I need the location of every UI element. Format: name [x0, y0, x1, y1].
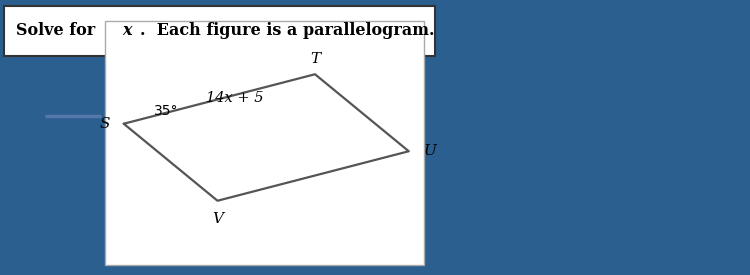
Text: V: V — [212, 212, 223, 225]
Text: S: S — [100, 117, 110, 131]
Text: 14x + 5: 14x + 5 — [206, 91, 264, 104]
Text: T: T — [310, 52, 320, 66]
Text: 35°: 35° — [154, 104, 178, 118]
Text: Solve for: Solve for — [16, 22, 101, 39]
Text: .  Each figure is a parallelogram.: . Each figure is a parallelogram. — [140, 22, 434, 39]
FancyBboxPatch shape — [105, 21, 424, 265]
FancyBboxPatch shape — [4, 6, 435, 56]
Text: U: U — [423, 144, 436, 158]
Text: x: x — [122, 22, 132, 39]
